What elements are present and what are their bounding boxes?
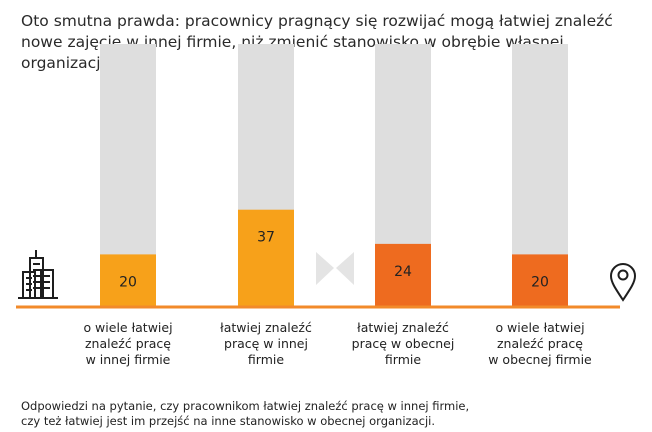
bar-value-label: 24 [394, 264, 412, 280]
category-label-line: łatwiej znaleźć [357, 320, 449, 335]
footnote: Odpowiedzi na pytanie, czy pracownikom ł… [21, 399, 641, 429]
category-label-line: w innej firmie [85, 352, 171, 367]
bar-value-label: 37 [257, 230, 275, 246]
footnote-line: czy też łatwiej jest im przejść na inne … [21, 414, 435, 428]
category-label-line: łatwiej znaleźć [220, 320, 312, 335]
office-buildings-icon [18, 250, 58, 299]
category-label-line: o wiele łatwiej [495, 320, 585, 335]
bar-value-label: 20 [531, 274, 549, 290]
bar [238, 209, 294, 307]
category-label: o wiele łatwiej znaleźć pracę w obecnej fi… [475, 320, 605, 368]
location-pin-icon [609, 263, 637, 302]
category-label-line: w obecnej firmie [488, 352, 592, 367]
bar-tracks [100, 44, 568, 307]
category-label-line: o wiele łatwiej [83, 320, 173, 335]
category-label-line: znaleźć pracę [84, 336, 171, 351]
category-label-line: pracę w innej [224, 336, 308, 351]
bar-value-label: 20 [119, 274, 137, 290]
category-label: o wiele łatwiej znaleźć pracę w innej firm… [63, 320, 193, 368]
category-label: łatwiej znaleźć pracę w obecnej firmie [338, 320, 468, 368]
category-label-line: firmie [247, 352, 285, 367]
category-label-line: znaleźć pracę [496, 336, 583, 351]
bar [100, 254, 156, 307]
category-label: łatwiej znaleźć pracę w innej firmie [201, 320, 331, 368]
category-label-line: pracę w obecnej [351, 336, 455, 351]
bar [512, 254, 568, 307]
bars: 20 37 24 20 [100, 209, 568, 307]
category-label-line: firmie [384, 352, 422, 367]
footnote-line: Odpowiedzi na pytanie, czy pracownikom ł… [21, 399, 470, 413]
bowtie-divider-icon [316, 252, 354, 285]
bar [375, 243, 431, 307]
